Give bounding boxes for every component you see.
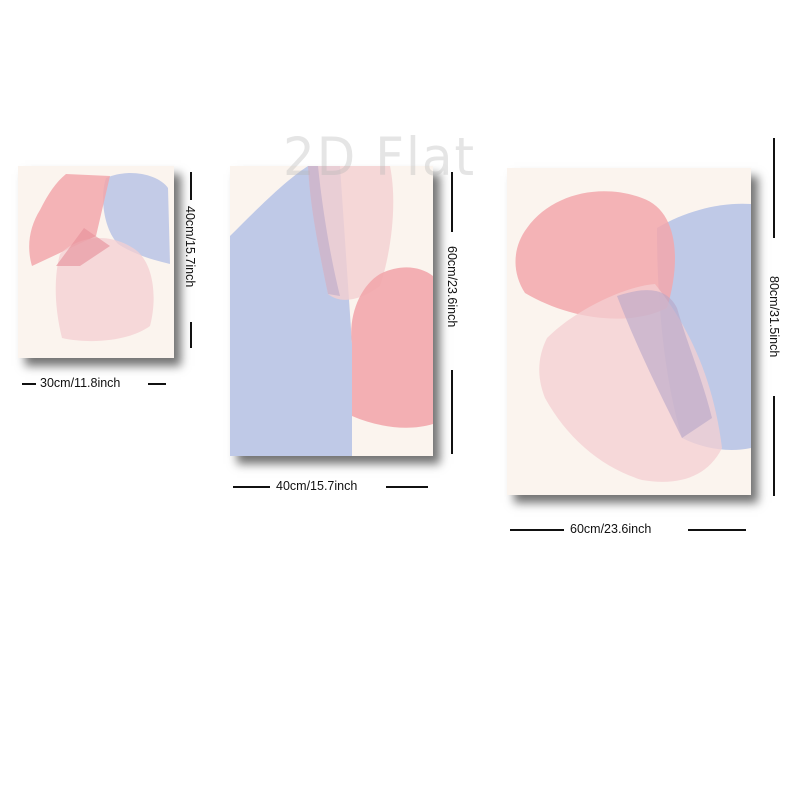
abstract-art-large xyxy=(515,191,751,482)
width-line-right xyxy=(148,383,166,385)
height-label-large: 80cm/31.5inch xyxy=(767,276,781,358)
height-line-top xyxy=(190,172,192,200)
width-label-small: 30cm/11.8inch xyxy=(40,376,121,390)
height-line-bottom xyxy=(773,396,775,496)
canvas-large xyxy=(507,168,751,495)
height-label-small: 40cm/15.7inch xyxy=(183,206,197,288)
abstract-art-medium xyxy=(230,166,433,456)
pink-shape xyxy=(351,267,433,428)
overlap-shape xyxy=(56,228,110,266)
watermark-text: 2D Flat xyxy=(283,126,477,188)
mauve-overlap xyxy=(617,290,712,438)
height-line-bottom xyxy=(190,322,192,348)
width-label-large: 60cm/23.6inch xyxy=(570,522,652,536)
width-label-medium: 40cm/15.7inch xyxy=(276,479,358,493)
height-line-top xyxy=(773,138,775,238)
height-line-top xyxy=(451,172,453,232)
width-line-right xyxy=(688,529,746,531)
canvas-small xyxy=(18,166,174,358)
height-line-bottom xyxy=(451,370,453,454)
canvas-medium xyxy=(230,166,433,456)
abstract-art-small xyxy=(29,173,170,342)
width-line-left xyxy=(233,486,270,488)
pink-shape xyxy=(29,174,110,266)
mauve-overlap xyxy=(308,166,340,296)
height-label-medium: 60cm/23.6inch xyxy=(445,246,459,328)
pink-shape xyxy=(515,191,675,319)
width-line-left xyxy=(510,529,564,531)
lavender-shape xyxy=(103,173,170,264)
width-line-left xyxy=(22,383,36,385)
width-line-right xyxy=(386,486,428,488)
